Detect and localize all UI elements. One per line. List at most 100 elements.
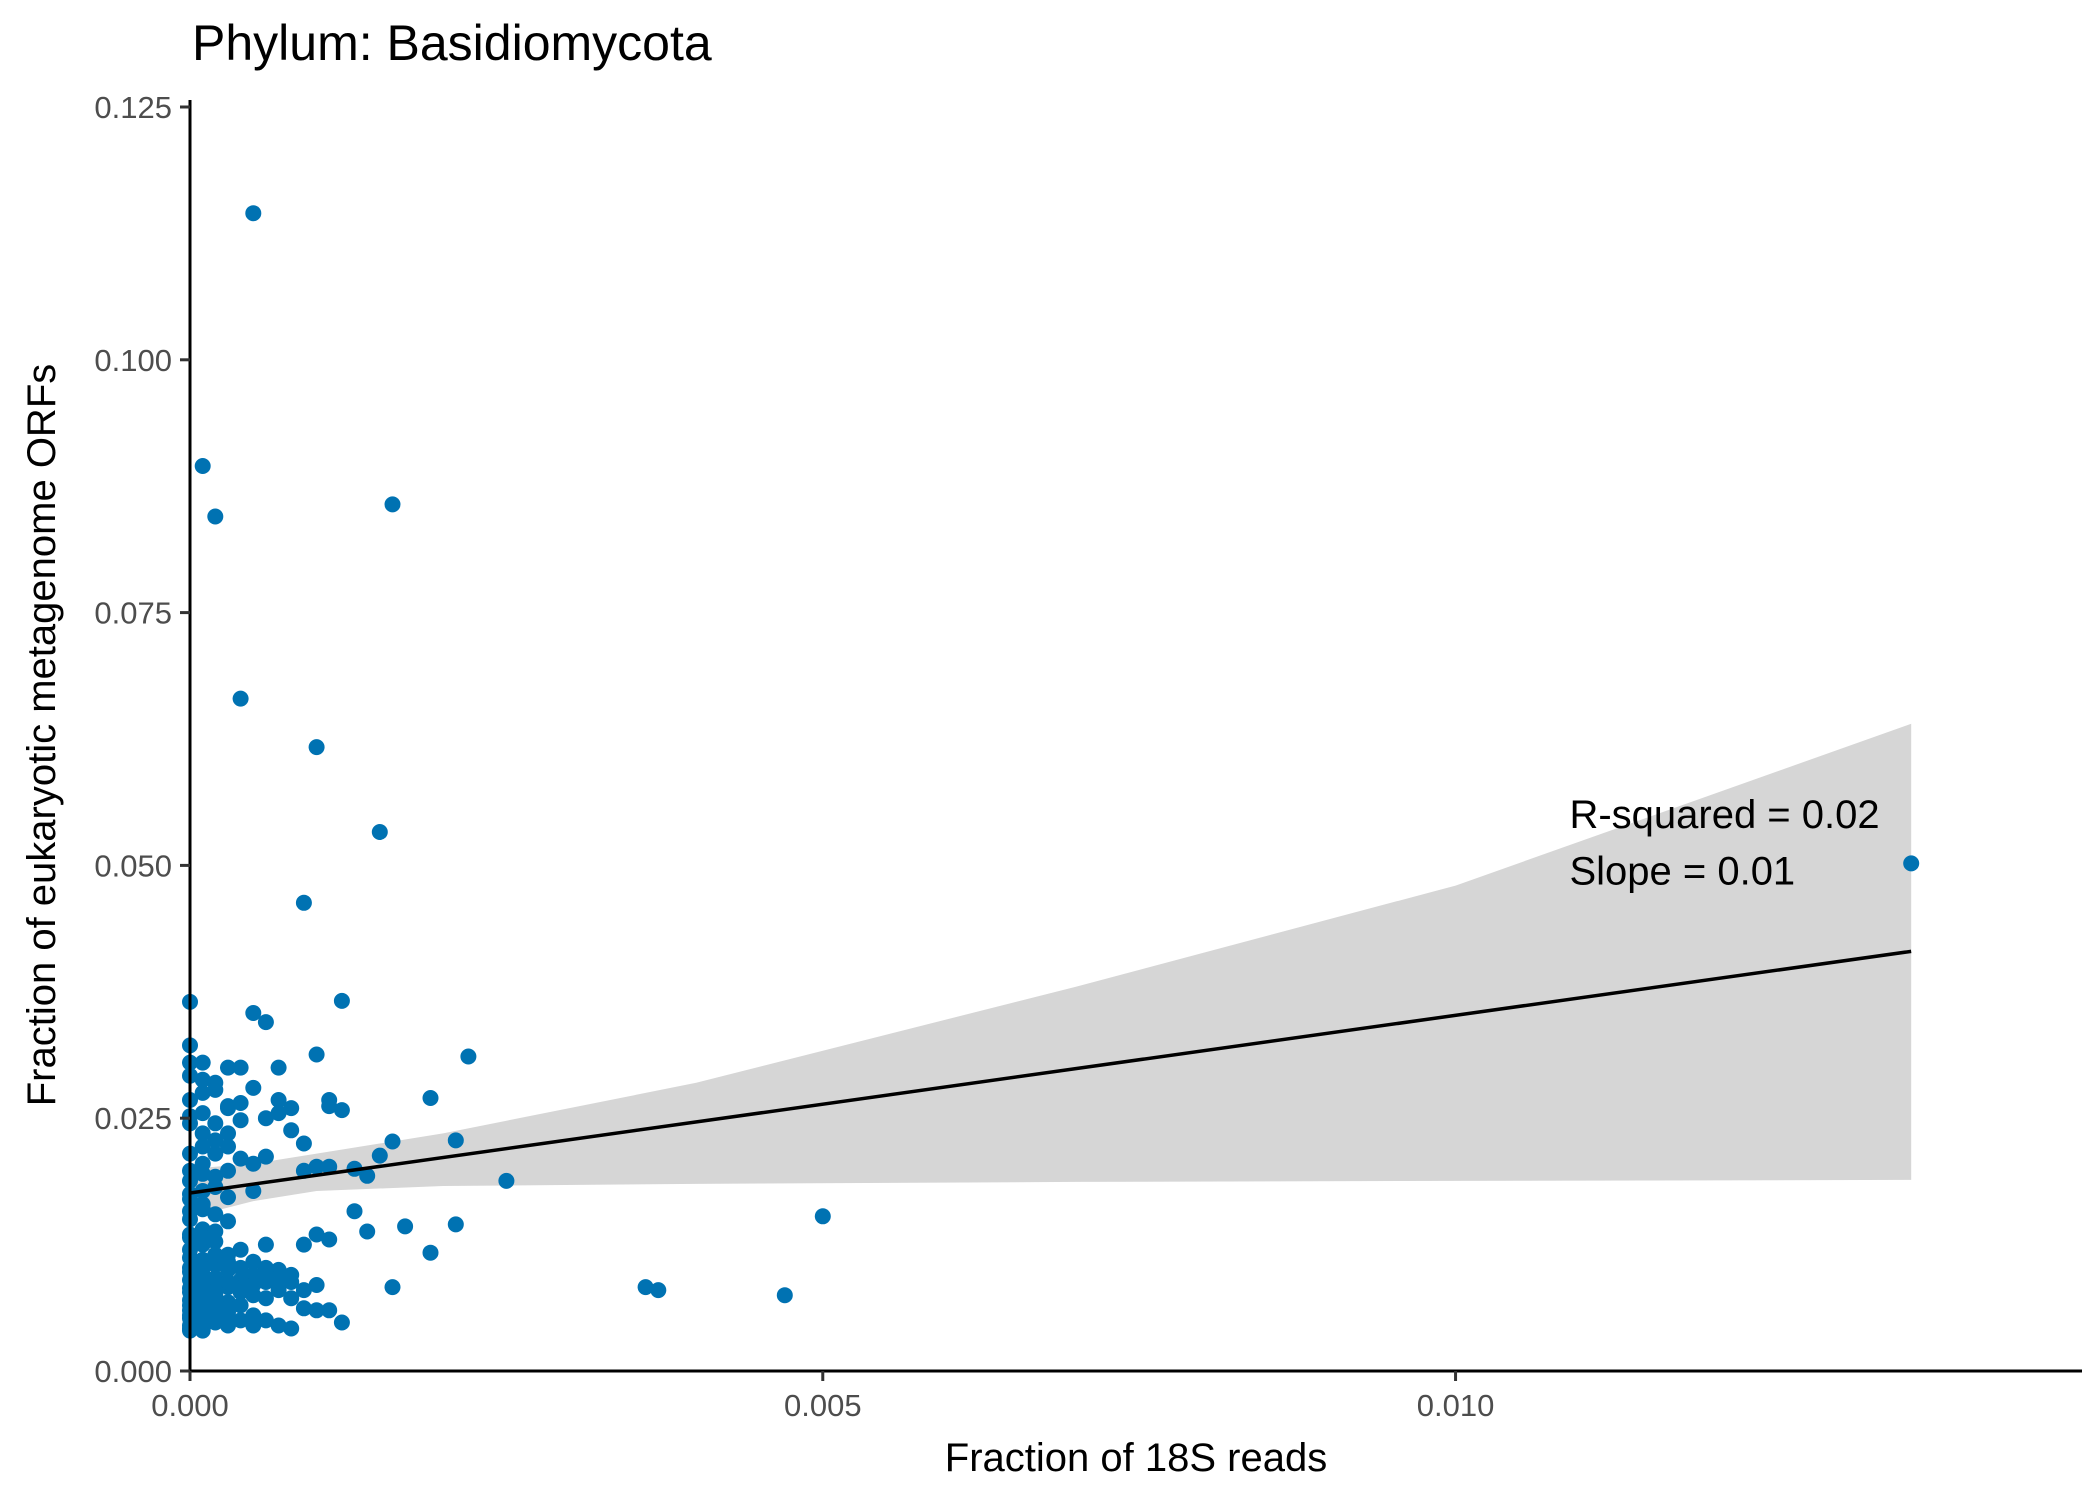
- data-point: [321, 1231, 338, 1248]
- data-point: [207, 1223, 224, 1240]
- data-point: [194, 1201, 211, 1218]
- data-point: [359, 1167, 376, 1184]
- data-point: [257, 1263, 274, 1280]
- y-tick-label: 0.050: [94, 848, 172, 883]
- data-point: [245, 1277, 262, 1293]
- y-axis-ticks: 0.000 0.025 0.050 0.075 0.100 0.125: [94, 90, 190, 1389]
- data-point: [194, 1071, 211, 1088]
- data-point: [207, 1310, 224, 1327]
- data-point: [232, 690, 249, 707]
- data-point: [814, 1208, 831, 1225]
- data-point: [371, 1147, 388, 1164]
- data-point: [257, 1312, 274, 1329]
- data-point: [207, 1081, 224, 1098]
- x-axis-title: Fraction of 18S reads: [945, 1436, 1327, 1480]
- data-point: [194, 1287, 211, 1304]
- fit-line: [189, 949, 1912, 1195]
- data-point: [245, 1079, 262, 1096]
- data-point: [422, 1090, 439, 1106]
- data-point: [194, 1322, 211, 1339]
- data-point: [245, 1005, 262, 1021]
- data-point: [295, 894, 312, 911]
- data-point: [308, 1302, 325, 1319]
- data-point: [232, 1095, 249, 1111]
- data-point: [194, 1309, 211, 1326]
- data-point: [257, 1014, 274, 1031]
- data-point: [321, 1098, 338, 1115]
- data-point: [232, 1059, 249, 1076]
- data-point: [321, 1158, 338, 1175]
- data-point: [308, 1226, 325, 1243]
- data-point: [308, 1158, 325, 1175]
- data-point: [295, 1135, 312, 1152]
- y-tick-label: 0.075: [94, 596, 172, 631]
- data-point: [295, 1282, 312, 1299]
- y-tick-label: 0.125: [94, 90, 172, 125]
- data-point: [220, 1098, 236, 1115]
- data-point: [333, 1314, 350, 1331]
- data-point: [270, 1317, 287, 1334]
- data-point: [194, 458, 211, 474]
- data-point: [333, 992, 350, 1009]
- data-point: [384, 496, 401, 513]
- data-point: [232, 1241, 249, 1258]
- data-point: [460, 1048, 477, 1065]
- data-point: [498, 1172, 515, 1189]
- data-point: [776, 1287, 793, 1304]
- data-point: [245, 1155, 262, 1172]
- x-axis-ticks: 0.000 0.005 0.010: [151, 1371, 1494, 1423]
- data-point: [207, 1168, 224, 1185]
- data-point: [257, 1236, 274, 1253]
- confidence-band-area: [190, 723, 1912, 1218]
- data-point: [207, 508, 224, 525]
- data-point: [308, 1046, 325, 1063]
- data-point: [447, 1132, 464, 1149]
- x-tick-label: 0.000: [151, 1388, 229, 1423]
- data-point: [232, 1280, 249, 1297]
- data-point: [245, 1253, 262, 1270]
- data-point: [232, 1297, 249, 1314]
- data-point: [359, 1223, 376, 1240]
- confidence-band: [190, 723, 1912, 1218]
- data-point: [194, 1274, 211, 1290]
- data-point: [207, 1115, 224, 1132]
- data-point: [295, 1300, 312, 1317]
- data-point: [194, 1259, 211, 1276]
- data-point: [194, 1054, 211, 1071]
- data-point: [257, 1290, 274, 1307]
- data-point: [257, 1110, 274, 1127]
- data-point: [283, 1122, 300, 1139]
- x-tick-label: 0.005: [784, 1388, 862, 1423]
- data-point: [220, 1213, 236, 1230]
- data-point: [333, 1102, 350, 1119]
- data-points: [182, 205, 1920, 1339]
- data-point: [650, 1282, 667, 1299]
- data-point: [1903, 855, 1920, 872]
- data-point: [194, 1084, 211, 1101]
- data-point: [270, 1270, 287, 1286]
- data-point: [245, 205, 262, 222]
- data-point: [270, 1105, 287, 1122]
- data-point: [283, 1100, 300, 1117]
- data-point: [194, 1155, 211, 1172]
- data-point: [220, 1059, 236, 1076]
- data-point: [447, 1216, 464, 1233]
- data-point: [194, 1229, 211, 1246]
- data-point: [232, 1112, 249, 1129]
- annotations: R-squared = 0.02 Slope = 0.01: [1569, 793, 1879, 894]
- data-point: [397, 1218, 414, 1235]
- y-axis-title: Fraction of eukaryotic metagenome ORFs: [20, 364, 64, 1107]
- data-point: [220, 1274, 236, 1290]
- data-point: [245, 1317, 262, 1334]
- data-point: [194, 1138, 211, 1155]
- data-point: [283, 1266, 300, 1283]
- data-point: [384, 1133, 401, 1150]
- data-point: [384, 1279, 401, 1296]
- data-point: [220, 1310, 236, 1327]
- data-point: [220, 1162, 236, 1179]
- data-point: [232, 1150, 249, 1167]
- data-point: [220, 1125, 236, 1142]
- data-point: [422, 1244, 439, 1261]
- data-point: [283, 1290, 300, 1307]
- data-point: [257, 1148, 274, 1165]
